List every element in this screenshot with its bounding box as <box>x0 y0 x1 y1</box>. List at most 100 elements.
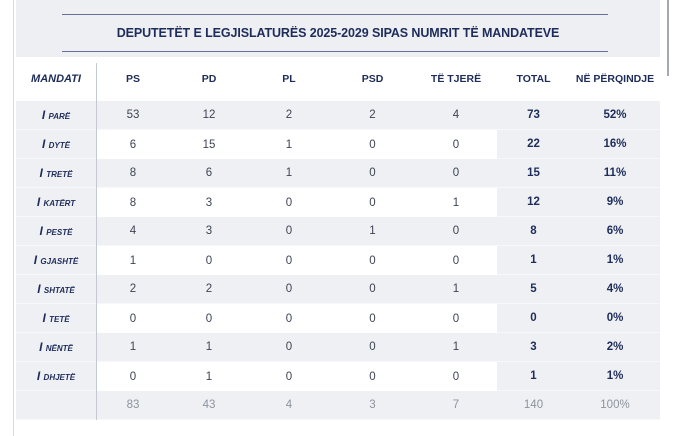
cell-value: 1 <box>330 217 415 246</box>
cell-value: 0 <box>205 312 213 325</box>
cell-value: 1 <box>170 333 248 362</box>
cell-value: 8 <box>96 159 170 188</box>
cell-percent: 1% <box>570 246 660 275</box>
header-row: MANDATI PS PD PL PSD TË TJERË TOTAL NË PËRQINDJ… <box>16 57 660 101</box>
cell-value: 1 <box>285 138 293 151</box>
row-label: I shtatë <box>16 275 96 304</box>
table-row-8: I tetë 0 0 0 0 0 0 0% <box>16 304 660 333</box>
table-title-band: DEPUTETËT E LEGJISLATURËS 2025-2029 SIPA… <box>16 0 660 57</box>
cell-value: 0 <box>369 312 376 325</box>
cell-value: 0 <box>415 217 497 246</box>
cell-value: 6 <box>170 159 248 188</box>
table-title: DEPUTETËT E LEGJISLATURËS 2025-2029 SIPA… <box>116 25 560 40</box>
cell-total: 22 <box>497 130 570 159</box>
cell-value: 1 <box>452 196 460 209</box>
table-row-6: I gjashtë 1 0 0 0 0 1 1% <box>16 246 660 275</box>
totals-total: 140 <box>497 391 570 420</box>
cell-value: 3 <box>205 196 213 209</box>
cell-value: 0 <box>369 254 376 267</box>
column-header-4: PSD <box>361 73 384 85</box>
cell-percent: 4% <box>570 275 660 304</box>
cell-value: 3 <box>170 217 248 246</box>
cell-value: 0 <box>285 254 293 267</box>
cell-percent: 11% <box>570 159 660 188</box>
cell-total: 0 <box>497 304 570 333</box>
totals-percent: 100% <box>570 391 660 420</box>
cell-total: 15 <box>497 159 570 188</box>
cell-percent: 9% <box>570 188 660 217</box>
cell-value: 0 <box>330 159 415 188</box>
column-header-0: MANDATI <box>31 73 81 85</box>
column-divider <box>96 63 97 420</box>
cell-value: 0 <box>369 196 376 209</box>
totals-value: 83 <box>96 391 170 420</box>
column-header-7: NË PËRQINDJE <box>575 73 655 85</box>
title-rule-bottom <box>62 51 608 52</box>
cell-value: 1 <box>129 254 137 267</box>
table-row-10: I dhjetë 0 1 0 0 0 1 1% <box>16 362 660 391</box>
totals-row: 83 43 4 3 7 140 100% <box>16 391 660 420</box>
cell-value: 0 <box>248 333 330 362</box>
cell-percent: 16% <box>570 130 660 159</box>
cell-total: 3 <box>497 333 570 362</box>
cell-value: 0 <box>452 370 460 383</box>
totals-value: 43 <box>170 391 248 420</box>
totals-value: 4 <box>248 391 330 420</box>
cell-value: 0 <box>129 312 137 325</box>
cell-percent: 2% <box>570 333 660 362</box>
table-row-4: I katërt 8 3 0 0 1 12 9% <box>16 188 660 217</box>
column-header-2: PD <box>201 73 217 85</box>
cell-value: 0 <box>330 275 415 304</box>
cell-percent: 0% <box>570 304 660 333</box>
row-label: I dytë <box>16 130 96 159</box>
column-header-6: TOTAL <box>516 73 551 85</box>
cell-value: 0 <box>452 254 460 267</box>
cell-value: 0 <box>285 196 293 209</box>
cell-value: 0 <box>415 159 497 188</box>
mandates-table: DEPUTETËT E LEGJISLATURËS 2025-2029 SIPA… <box>16 0 660 420</box>
cell-value: 0 <box>248 217 330 246</box>
cell-percent: 52% <box>570 101 660 130</box>
cell-value: 6 <box>129 138 137 151</box>
row-label: I pestë <box>16 217 96 246</box>
row-label: I tetë <box>16 304 96 333</box>
totals-value: 3 <box>330 391 415 420</box>
cell-value: 0 <box>205 254 213 267</box>
totals-label <box>16 391 96 420</box>
cell-value: 1 <box>96 333 170 362</box>
cell-total: 12 <box>497 188 570 217</box>
cell-value: 53 <box>96 101 170 130</box>
cell-percent: 1% <box>570 362 660 391</box>
cell-total: 73 <box>497 101 570 130</box>
cell-value: 8 <box>129 196 137 209</box>
row-label: I dhjetë <box>16 362 96 391</box>
cell-value: 2 <box>96 275 170 304</box>
row-label: I nëntë <box>16 333 96 362</box>
totals-value: 7 <box>415 391 497 420</box>
cell-total: 8 <box>497 217 570 246</box>
cell-value: 1 <box>205 370 213 383</box>
cell-value: 2 <box>248 101 330 130</box>
column-header-5: TË TJERË <box>430 73 482 85</box>
row-label: I parë <box>16 101 96 130</box>
cell-value: 0 <box>129 370 137 383</box>
cell-value: 4 <box>96 217 170 246</box>
cell-value: 1 <box>415 333 497 362</box>
cell-value: 0 <box>330 333 415 362</box>
cell-percent: 6% <box>570 217 660 246</box>
rows-container: I parë 53 12 2 2 4 73 52% I dytë 6 15 1 0 0 22 16% I tre… <box>16 101 660 420</box>
cell-value: 1 <box>248 159 330 188</box>
cell-value: 0 <box>285 370 293 383</box>
table-row-5: I pestë 4 3 0 1 0 8 6% <box>16 217 660 246</box>
cell-value: 2 <box>330 101 415 130</box>
cell-total: 5 <box>497 275 570 304</box>
scrollbar-thumb[interactable] <box>667 0 669 76</box>
cell-total: 1 <box>497 362 570 391</box>
cell-value: 2 <box>170 275 248 304</box>
cell-value: 0 <box>369 138 376 151</box>
table-row-9: I nëntë 1 1 0 0 1 3 2% <box>16 333 660 362</box>
table-row-2: I dytë 6 15 1 0 0 22 16% <box>16 130 660 159</box>
cell-total: 1 <box>497 246 570 275</box>
row-label: I katërt <box>16 188 96 217</box>
